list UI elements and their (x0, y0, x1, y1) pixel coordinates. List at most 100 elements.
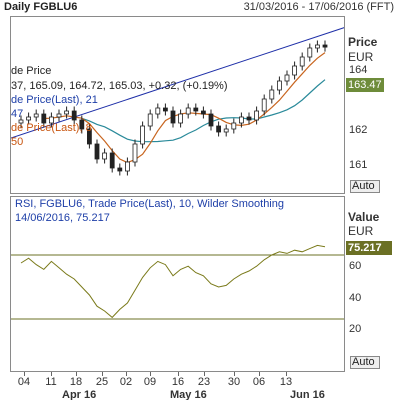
candle-body (178, 113, 184, 124)
candle-body (254, 110, 260, 121)
candle-body (238, 116, 244, 124)
x-day-label: 02 (119, 376, 133, 388)
x-day-label: 04 (17, 376, 31, 388)
rsi-axis-label-60: 60 (349, 260, 362, 272)
x-day-label: 09 (143, 376, 157, 388)
x-day-label: 18 (69, 376, 83, 388)
ma-short-line (43, 52, 326, 164)
candle-body (117, 167, 123, 172)
candle-body (223, 128, 229, 133)
candle-body (18, 119, 24, 124)
price-axis-label-164: 164 (349, 64, 368, 76)
x-tick (204, 372, 205, 376)
x-tick (102, 372, 103, 376)
candle-body (231, 122, 237, 130)
x-tick (286, 372, 287, 376)
x-tick (51, 372, 52, 376)
candle-body (79, 119, 85, 130)
candle-body (170, 110, 176, 124)
current-price-tag: 163.47 (346, 78, 384, 92)
x-tick (150, 372, 151, 376)
rsi-auto-button[interactable]: Auto (350, 356, 380, 369)
candle-body (299, 56, 305, 67)
rsi-axis-unit: EUR (348, 224, 374, 238)
current-rsi-tag: 75.217 (346, 241, 392, 255)
candle-body (284, 74, 290, 82)
x-day-label: 23 (197, 376, 211, 388)
x-tick (234, 372, 235, 376)
price-axis-unit: EUR (348, 50, 374, 64)
chart-title: Daily FGBLU6 (4, 1, 78, 13)
candle-body (87, 128, 92, 145)
candle-body (140, 125, 146, 145)
trend-line (11, 27, 344, 139)
rsi-line (20, 244, 326, 319)
time-axis[interactable]: Apr 16 May 16 Jun 16 04 11 18 25 02 09 16 23 30 0… (10, 372, 345, 400)
candle-body (155, 107, 161, 115)
candle-body (64, 110, 69, 115)
rsi-axis-label-20: 20 (349, 323, 362, 335)
month-label-jun: Jun 16 (290, 389, 325, 400)
candle-body (102, 152, 107, 160)
candle-body (208, 113, 214, 127)
candle-body (33, 113, 39, 118)
rsi-legend-title: RSI, FGBLU6, Trade Price(Last), 10, Wild… (15, 198, 284, 210)
candle-body (56, 113, 62, 118)
price-axis-label-161: 161 (349, 159, 368, 171)
month-label-apr: Apr 16 (62, 389, 97, 400)
candle-body (276, 80, 282, 91)
candle-body (292, 65, 298, 76)
ma-short-legend: de Price(Last), 8 (11, 122, 92, 134)
rsi-axis-title: Value (348, 210, 380, 224)
x-day-label: 25 (95, 376, 109, 388)
price-legend-title: de Price (11, 65, 52, 77)
price-axis-label-162: 162 (349, 124, 368, 136)
candle-body (193, 107, 199, 112)
candle-body (200, 110, 206, 115)
candle-body (41, 113, 47, 124)
x-day-label: 06 (252, 376, 266, 388)
date-range: 31/03/2016 - 17/06/2016 (FFT) (243, 1, 394, 13)
x-day-label: 11 (45, 376, 57, 388)
candle-body (246, 116, 252, 121)
candle-body (125, 161, 130, 172)
price-axis[interactable]: Price EUR 164 162 161 (345, 16, 400, 194)
candle-body (162, 107, 168, 112)
rsi-legend-value: 14/06/2016, 75.217 (15, 212, 110, 224)
price-auto-button[interactable]: Auto (350, 180, 380, 193)
candle-body (185, 107, 191, 115)
chart-header: Daily FGBLU6 31/03/2016 - 17/06/2016 (FF… (0, 0, 400, 16)
candle-body (216, 125, 222, 133)
candle-body (109, 152, 115, 169)
candle-body (322, 44, 328, 48)
candle-body (49, 116, 54, 124)
price-axis-title: Price (348, 35, 378, 49)
price-legend-values: 37, 165.09, 164.72, 165.03, +0.32, (+0.1… (11, 80, 228, 92)
candle-body (269, 89, 275, 100)
x-day-label: 30 (227, 376, 241, 388)
x-day-label: 13 (279, 376, 293, 388)
x-tick (24, 372, 25, 376)
x-tick (259, 372, 260, 376)
candle-body (71, 110, 77, 121)
candle-body (307, 47, 313, 58)
month-label-may: May 16 (170, 389, 207, 400)
rsi-panel[interactable]: RSI, FGBLU6, Trade Price(Last), 10, Wild… (10, 196, 345, 372)
ma-long-legend: de Price(Last), 21 (11, 94, 98, 106)
rsi-chart[interactable] (11, 197, 345, 372)
rsi-axis-label-40: 40 (349, 292, 362, 304)
price-chart[interactable] (11, 17, 345, 194)
candle-body (94, 143, 100, 160)
price-panel[interactable]: de Price 37, 165.09, 164.72, 165.03, +0.… (10, 16, 345, 194)
ma-long-value: 47 (11, 108, 24, 120)
candle-body (261, 98, 267, 112)
candle-body (147, 113, 153, 127)
x-day-label: 16 (171, 376, 185, 388)
rsi-axis[interactable]: Value EUR 60 40 20 (345, 196, 400, 372)
ma-long-line (81, 79, 326, 143)
x-tick (178, 372, 179, 376)
candle-body (26, 116, 32, 121)
ma-short-value: 50 (11, 136, 24, 148)
x-tick (76, 372, 77, 376)
candle-body (132, 143, 138, 163)
